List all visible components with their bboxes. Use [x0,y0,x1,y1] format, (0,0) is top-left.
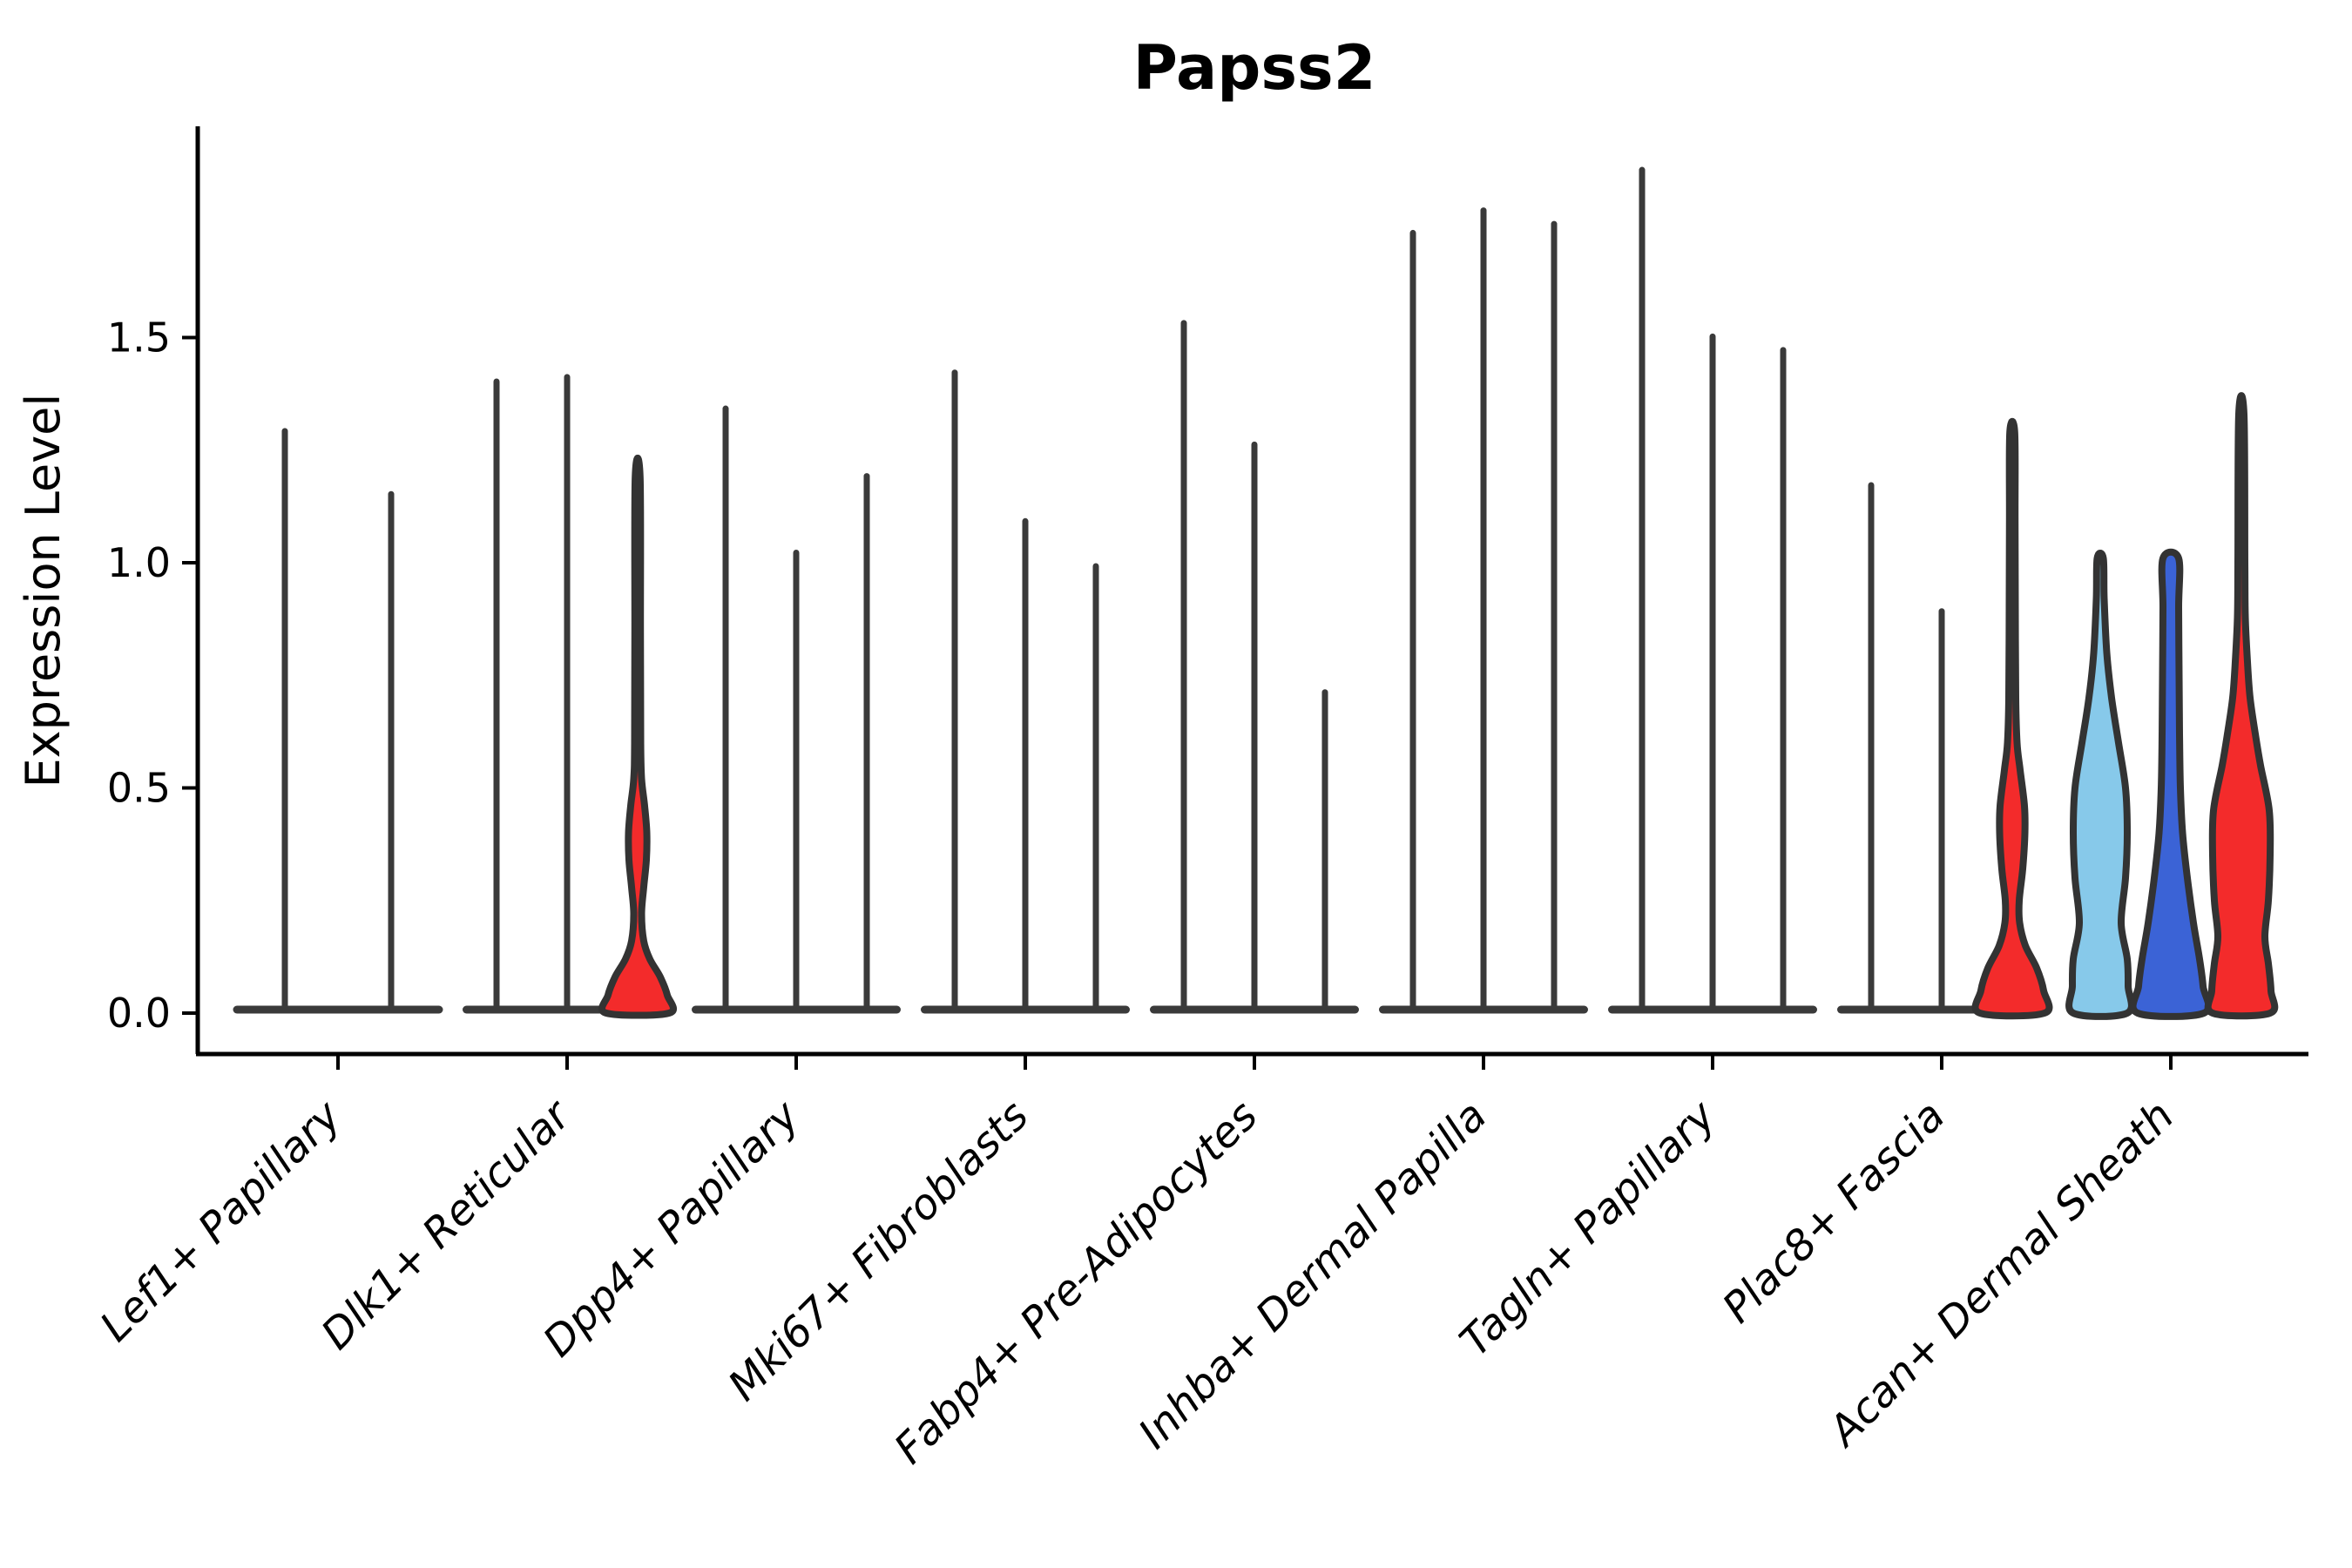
violin-group-lef1-papillary [281,428,395,1013]
violin-group-mki67-fibroblasts [951,369,1099,1013]
y-tick-label: 0.5 [107,765,171,812]
violin-group-dpp4-papillary [722,405,870,1013]
violin-group-fabp4-pre-adipocytes [1180,320,1328,1013]
axes [182,126,2308,1070]
violin-body-red-plac8-fascia [1971,417,2053,1020]
y-tick-label: 1.0 [107,539,171,586]
violin-body-royalblue-acan-dermal-sheath [2129,548,2213,1020]
violin-group-plac8-fascia [1868,417,2053,1020]
violin-group-acan-dermal-sheath [2065,392,2279,1020]
violin-group-tagln-papillary [1639,166,1787,1013]
chart-title: Papss2 [1133,32,1376,104]
x-tick-label-fabp4-pre-adipocytes: Fabp4+ Pre-Adipocytes [885,1092,1267,1474]
violin-group-inhba-dermal-papilla [1409,207,1558,1013]
violin-group-dlk1-reticular [493,374,677,1019]
violin-body-red-acan-dermal-sheath [2204,392,2279,1020]
x-tick-label-plac8-fascia: Plac8+ Fascia [1713,1092,1955,1333]
x-tick-label-dpp4-papillary: Dpp4+ Papillary [534,1091,809,1366]
x-tick-label-tagln-papillary: Tagln+ Papillary [1450,1091,1726,1366]
y-tick-label: 1.5 [107,314,171,362]
x-tick-label-lef1-papillary: Lef1+ Papillary [91,1091,351,1351]
y-tick-label: 0.0 [107,990,171,1037]
violins [281,166,2279,1020]
violin-body-lightblue-acan-dermal-sheath [2065,550,2135,1020]
y-axis-label: Expression Level [16,394,71,788]
violin-body-red-dlk1-reticular [598,454,677,1019]
x-tick-label-dlk1-reticular: Dlk1+ Reticular [312,1090,582,1360]
